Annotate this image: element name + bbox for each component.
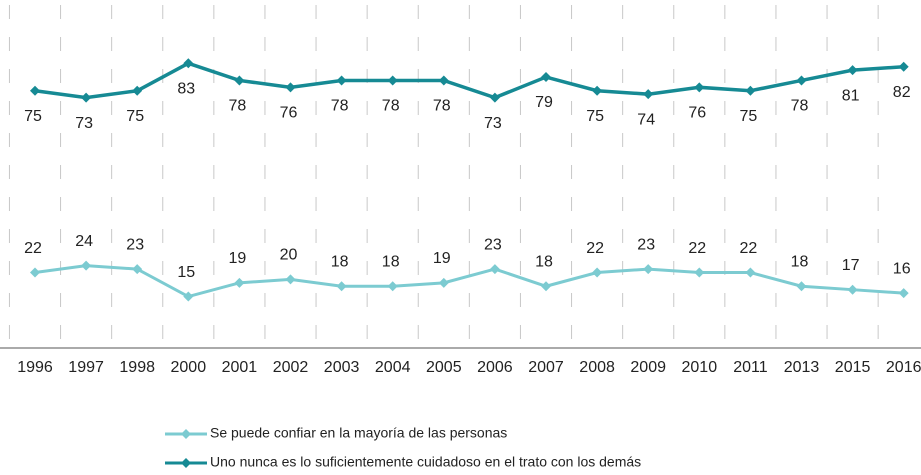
data-label: 23 — [484, 236, 502, 253]
data-label: 18 — [331, 253, 349, 270]
x-tick-label: 2015 — [835, 359, 871, 376]
data-label: 75 — [126, 108, 144, 125]
marker — [438, 277, 449, 288]
data-label: 22 — [24, 240, 42, 257]
data-label: 19 — [433, 250, 451, 267]
x-tick-label: 1998 — [119, 359, 155, 376]
x-tick-label: 2011 — [733, 359, 768, 376]
marker — [592, 85, 603, 96]
data-label: 22 — [740, 240, 758, 257]
marker — [336, 281, 347, 292]
x-tick-label: 2016 — [886, 359, 921, 376]
marker — [796, 281, 807, 292]
data-label: 23 — [637, 236, 655, 253]
marker — [285, 82, 296, 93]
x-tick-label: 2004 — [375, 359, 411, 376]
data-label: 81 — [842, 87, 860, 104]
marker — [847, 65, 858, 76]
data-label: 75 — [24, 108, 42, 125]
data-label: 24 — [75, 233, 93, 250]
data-label: 22 — [688, 240, 706, 257]
data-label: 83 — [177, 81, 195, 98]
marker — [694, 267, 705, 278]
x-tick-label: 2013 — [784, 359, 820, 376]
x-tick-label: 2002 — [273, 359, 309, 376]
data-label: 76 — [280, 105, 298, 122]
marker — [898, 288, 909, 299]
marker — [336, 75, 347, 86]
data-label: 73 — [484, 115, 502, 132]
data-label: 78 — [382, 98, 400, 115]
marker — [643, 89, 654, 100]
marker — [745, 267, 756, 278]
marker — [183, 291, 194, 302]
marker — [387, 75, 398, 86]
data-label: 18 — [382, 253, 400, 270]
marker — [30, 267, 40, 278]
marker — [285, 274, 296, 285]
x-tick-label: 2003 — [324, 359, 360, 376]
marker — [898, 61, 909, 72]
x-tick-label: 2007 — [528, 359, 564, 376]
marker — [745, 85, 756, 96]
data-label: 78 — [791, 98, 809, 115]
x-tick-label: 2005 — [426, 359, 462, 376]
data-label: 22 — [586, 240, 604, 257]
x-tick-label: 2000 — [171, 359, 207, 376]
x-tick-label: 1997 — [68, 359, 104, 376]
marker — [489, 92, 500, 103]
data-label: 78 — [433, 98, 451, 115]
x-tick-label: 2006 — [477, 359, 513, 376]
data-label: 78 — [331, 98, 349, 115]
marker — [489, 264, 500, 275]
data-label: 79 — [535, 94, 553, 111]
data-label: 18 — [535, 253, 553, 270]
data-label: 18 — [791, 253, 809, 270]
legend: Se puede confiar en la mayoría de las pe… — [165, 425, 641, 470]
marker — [234, 277, 245, 288]
data-label: 76 — [688, 105, 706, 122]
legend-marker — [181, 429, 191, 439]
x-tick-label: 2001 — [222, 359, 258, 376]
marker — [541, 72, 551, 83]
marker — [541, 281, 551, 292]
data-label: 15 — [177, 264, 195, 281]
marker — [592, 267, 603, 278]
data-label: 23 — [126, 236, 144, 253]
legend-marker — [181, 458, 191, 468]
data-label: 16 — [893, 260, 911, 277]
marker — [796, 75, 807, 86]
data-label: 74 — [637, 111, 655, 128]
legend-label: Uno nunca es lo suficientemente cuidados… — [210, 454, 641, 470]
marker — [132, 264, 143, 275]
marker — [694, 82, 705, 93]
data-label: 82 — [893, 84, 911, 101]
marker — [81, 260, 92, 271]
marker — [847, 284, 858, 295]
line — [34, 61, 904, 100]
data-label: 78 — [229, 98, 247, 115]
marker — [387, 281, 398, 292]
data-label: 20 — [280, 247, 298, 264]
x-tick-label: 2008 — [579, 359, 615, 376]
line — [34, 264, 904, 299]
marker — [81, 92, 92, 103]
data-label: 19 — [229, 250, 247, 267]
marker — [132, 85, 143, 96]
marker — [234, 75, 245, 86]
legend-label: Se puede confiar en la mayoría de las pe… — [210, 425, 507, 441]
marker — [438, 75, 449, 86]
x-tick-label: 1996 — [17, 359, 53, 376]
data-label: 75 — [586, 108, 604, 125]
marker — [30, 85, 40, 96]
data-label: 75 — [740, 108, 758, 125]
data-label: 17 — [842, 257, 860, 274]
data-label: 73 — [75, 115, 93, 132]
marker — [643, 264, 654, 275]
marker — [183, 58, 194, 69]
x-tick-label: 2009 — [630, 359, 666, 376]
x-tick-label: 2010 — [682, 359, 718, 376]
